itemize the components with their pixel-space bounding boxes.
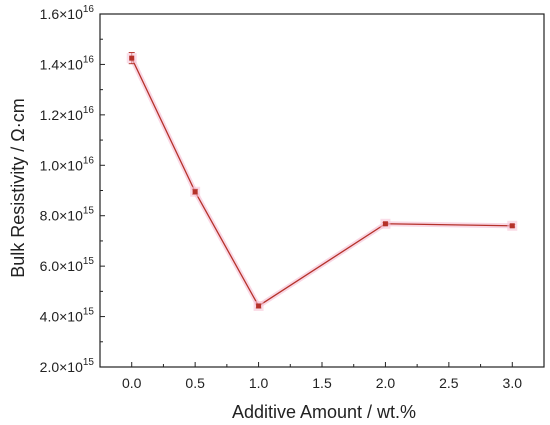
data-point	[509, 223, 515, 229]
x-axis-title: Additive Amount / wt.%	[232, 402, 416, 422]
x-tick-label: 2.0	[376, 375, 396, 391]
data-point	[192, 189, 198, 195]
y-tick-label: 1.0×1016	[40, 155, 95, 173]
x-tick-label: 0.0	[122, 375, 142, 391]
data-point	[256, 303, 262, 309]
y-tick-label: 8.0×1015	[40, 206, 95, 224]
data-series	[126, 52, 518, 311]
y-tick-label: 6.0×1015	[40, 256, 95, 274]
y-axis-title: Bulk Resistivity / Ω·cm	[8, 98, 28, 277]
tick-labels: 0.0 0.5 1.0 1.5 2.0 2.5 3.0 2.0×1015 4.0×1015 6.0…	[40, 4, 523, 391]
x-tick-label: 3.0	[503, 375, 523, 391]
x-tick-label: 1.0	[249, 375, 269, 391]
x-tick-label: 0.5	[185, 375, 205, 391]
data-point	[382, 221, 388, 227]
data-point	[129, 55, 135, 61]
plot-frame	[99, 13, 545, 368]
x-tick-label: 2.5	[439, 375, 459, 391]
y-tick-label: 1.4×1016	[40, 54, 95, 72]
y-tick-label: 1.2×1016	[40, 105, 95, 123]
x-tick-label: 1.5	[312, 375, 332, 391]
axes	[99, 13, 545, 368]
y-tick-label: 2.0×1015	[40, 357, 95, 375]
series-line-glow	[129, 57, 513, 309]
ticks	[100, 13, 513, 368]
y-tick-label: 1.6×1016	[40, 4, 95, 22]
y-tick-label: 4.0×1015	[40, 307, 95, 325]
